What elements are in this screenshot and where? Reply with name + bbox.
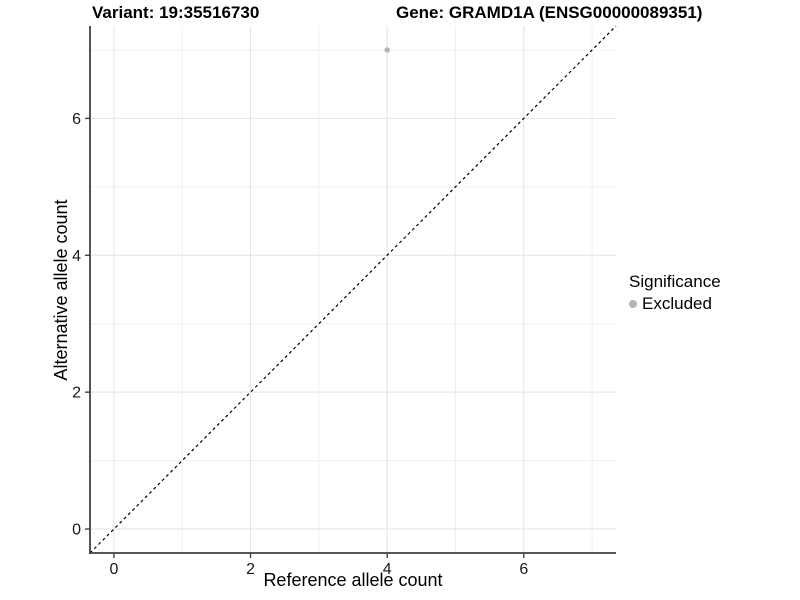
y-tick-label: 0 — [72, 522, 81, 539]
legend: Significance Excluded — [629, 272, 721, 314]
variant-title: Variant: 19:35516730 — [92, 3, 260, 22]
x-tick-label: 4 — [383, 561, 392, 578]
x-tick-label: 2 — [246, 561, 255, 578]
gene-title: Gene: GRAMD1A (ENSG00000089351) — [396, 3, 703, 22]
y-axis-title: Alternative allele count — [51, 199, 71, 381]
y-tick-label: 4 — [72, 248, 81, 265]
legend-item-excluded: Excluded — [629, 294, 721, 314]
legend-item-label: Excluded — [642, 294, 712, 313]
legend-title: Significance — [629, 272, 721, 291]
x-tick-label: 0 — [109, 561, 118, 578]
x-axis-title: Reference allele count — [263, 570, 443, 590]
identity-reference-line — [89, 25, 617, 554]
y-tick-label: 6 — [72, 111, 81, 128]
y-tick-label: 2 — [72, 385, 81, 402]
x-tick-label: 6 — [519, 561, 528, 578]
excluded-point-icon — [629, 300, 637, 308]
data-point — [384, 47, 390, 53]
